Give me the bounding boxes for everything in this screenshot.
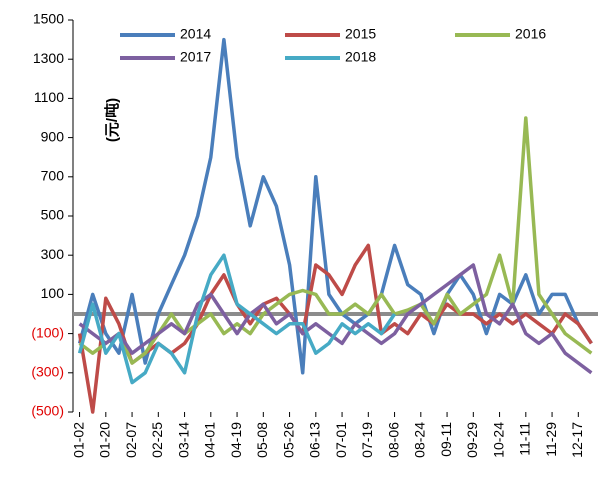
series-line xyxy=(78,263,593,375)
x-tick-label: 04-01 xyxy=(202,422,218,458)
legend-label: 2016 xyxy=(515,26,546,42)
x-tick-label: 11-29 xyxy=(543,422,559,457)
y-tick-label: 900 xyxy=(41,128,65,144)
series-line xyxy=(78,116,593,365)
y-tick-label: (100) xyxy=(31,324,64,340)
x-tick-label: 02-07 xyxy=(123,422,139,458)
y-tick-label: (300) xyxy=(31,364,64,380)
y-tick-label: 500 xyxy=(41,207,65,223)
x-tick-label: 06-13 xyxy=(307,422,323,458)
legend-label: 2018 xyxy=(345,49,376,65)
y-axis-label: (元/吨) xyxy=(103,98,121,142)
legend-label: 2014 xyxy=(180,26,211,42)
x-tick-label: 07-19 xyxy=(359,422,375,458)
x-tick-label: 01-02 xyxy=(70,422,86,458)
x-tick-label: 05-08 xyxy=(254,422,270,458)
legend-label: 2015 xyxy=(345,26,376,42)
x-tick-label: 08-06 xyxy=(385,422,401,458)
x-tick-label: 04-19 xyxy=(228,422,244,458)
x-tick-label: 05-26 xyxy=(280,422,296,458)
x-tick-label: 03-14 xyxy=(175,422,191,458)
legend-label: 2017 xyxy=(180,49,211,65)
y-tick-label: (500) xyxy=(31,403,64,419)
x-tick-label: 12-17 xyxy=(569,422,585,458)
x-tick-label: 10-24 xyxy=(490,422,506,458)
y-tick-label: 700 xyxy=(41,168,65,184)
x-tick-label: 09-29 xyxy=(464,422,480,458)
x-tick-label: 01-20 xyxy=(97,422,113,458)
x-tick-label: 02-25 xyxy=(149,422,165,458)
y-tick-label: 100 xyxy=(41,285,65,301)
y-tick-label: 1100 xyxy=(34,89,64,105)
x-tick-label: 09-11 xyxy=(438,422,454,457)
y-tick-label: 1500 xyxy=(33,11,64,27)
x-tick-label: 07-01 xyxy=(333,422,349,458)
series-line xyxy=(77,37,593,375)
x-tick-label: 11-11 xyxy=(517,422,533,456)
y-tick-label: 1300 xyxy=(33,50,64,66)
series-line xyxy=(77,253,397,385)
x-tick-label: 08-24 xyxy=(412,422,428,458)
y-tick-label: 300 xyxy=(41,246,65,262)
